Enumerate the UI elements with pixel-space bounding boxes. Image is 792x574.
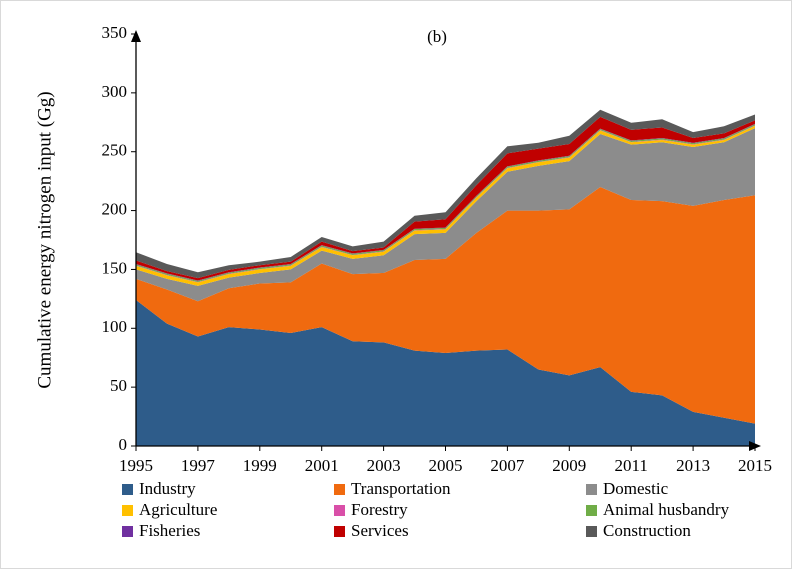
y-tick-label: 0 bbox=[119, 435, 128, 454]
x-tick-label: 2009 bbox=[552, 456, 586, 475]
legend-swatch bbox=[334, 505, 345, 516]
legend-swatch bbox=[586, 526, 597, 537]
area bbox=[136, 128, 755, 302]
legend-label: Fisheries bbox=[139, 521, 200, 540]
x-tick-label: 1999 bbox=[243, 456, 277, 475]
y-tick-label: 150 bbox=[102, 258, 128, 277]
area bbox=[136, 187, 755, 424]
chart-title: (b) bbox=[427, 27, 447, 46]
x-tick-label: 1995 bbox=[119, 456, 153, 475]
y-tick-label: 300 bbox=[102, 82, 128, 101]
legend-swatch bbox=[122, 484, 133, 495]
x-tick-label: 2001 bbox=[305, 456, 339, 475]
legend-label: Agriculture bbox=[139, 500, 217, 519]
y-axis-label: Cumulative energy nitrogen input (Gg) bbox=[34, 91, 55, 388]
legend-label: Services bbox=[351, 521, 409, 540]
x-tick-label: 2011 bbox=[615, 456, 648, 475]
x-tick-label: 2007 bbox=[490, 456, 525, 475]
legend-swatch bbox=[334, 526, 345, 537]
y-tick-label: 350 bbox=[102, 23, 128, 42]
y-tick-label: 50 bbox=[110, 376, 127, 395]
legend-label: Transportation bbox=[351, 479, 451, 498]
x-tick-label: 2013 bbox=[676, 456, 710, 475]
x-tick-label: 2005 bbox=[429, 456, 463, 475]
y-tick-label: 100 bbox=[102, 317, 128, 336]
legend-label: Animal husbandry bbox=[603, 500, 730, 519]
legend-swatch bbox=[122, 505, 133, 516]
y-tick-label: 200 bbox=[102, 199, 128, 218]
y-axis-arrow bbox=[131, 30, 141, 42]
y-tick-label: 250 bbox=[102, 141, 128, 160]
legend-swatch bbox=[586, 484, 597, 495]
legend-label: Domestic bbox=[603, 479, 669, 498]
x-tick-label: 1997 bbox=[181, 456, 216, 475]
legend-swatch bbox=[334, 484, 345, 495]
legend-swatch bbox=[122, 526, 133, 537]
legend-label: Forestry bbox=[351, 500, 408, 519]
legend-swatch bbox=[586, 505, 597, 516]
area bbox=[136, 300, 755, 446]
legend-label: Industry bbox=[139, 479, 196, 498]
x-tick-label: 2003 bbox=[367, 456, 401, 475]
legend-label: Construction bbox=[603, 521, 691, 540]
x-tick-label: 2015 bbox=[738, 456, 772, 475]
